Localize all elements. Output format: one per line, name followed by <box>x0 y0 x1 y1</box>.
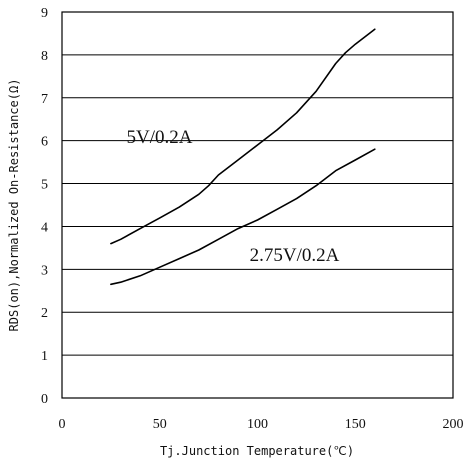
series-lines <box>110 28 376 286</box>
x-tick-label: 150 <box>345 417 366 432</box>
x-axis-title: Tj.Junction Temperature(℃) <box>160 444 354 458</box>
y-tick-label: 8 <box>41 49 48 64</box>
series-label-0: 5V/0.2A <box>127 127 193 148</box>
y-axis-title: RDS(on),Normalized On-Resistance(Ω) <box>7 79 21 332</box>
y-tick-label: 1 <box>41 349 48 364</box>
x-tick-label: 0 <box>59 417 66 432</box>
x-tick-label: 200 <box>443 417 464 432</box>
series-line-1 <box>110 148 376 286</box>
x-tick-label: 50 <box>153 417 167 432</box>
y-tick-label: 0 <box>41 392 48 407</box>
series-label-1: 2.75V/0.2A <box>250 245 340 266</box>
y-tick-label: 3 <box>41 263 48 278</box>
plot-area <box>61 11 454 399</box>
tick-labels: 0 1 2 3 4 5 6 7 8 9 0 50 100 150 200 <box>41 6 464 432</box>
series-line-0 <box>110 28 376 245</box>
y-tick-label: 4 <box>41 220 48 235</box>
y-tick-label: 7 <box>41 92 48 107</box>
y-tick-label: 2 <box>41 306 48 321</box>
grid-lines <box>62 54 453 356</box>
y-tick-label: 6 <box>41 135 48 150</box>
x-tick-label: 100 <box>247 417 268 432</box>
y-tick-label: 9 <box>41 6 48 21</box>
series-labels: 5V/0.2A 2.75V/0.2A <box>127 127 340 266</box>
y-tick-label: 5 <box>41 178 48 193</box>
